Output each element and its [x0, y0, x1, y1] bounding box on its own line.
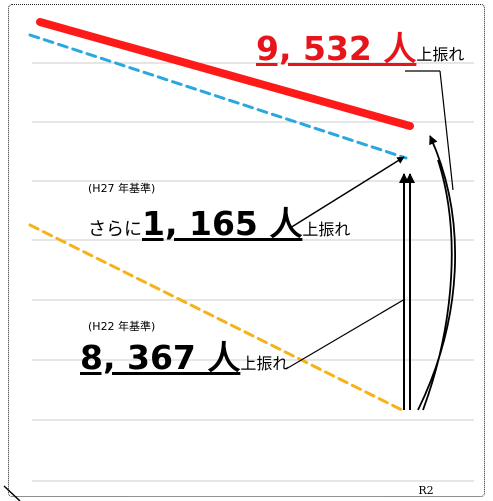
middle-value: 1, 165 人	[142, 204, 303, 243]
bottom-leader	[285, 298, 406, 370]
middle-arrow	[289, 156, 405, 229]
curved-arrow-outer	[417, 135, 457, 411]
chart-frame	[8, 4, 485, 497]
middle-prefix: さらに	[88, 219, 142, 240]
top-suffix: 上振れ	[416, 45, 465, 64]
series-lines	[28, 18, 414, 414]
bottom-annotation: 8, 367 人上振れ	[80, 341, 288, 374]
top-leader-vertical	[439, 70, 454, 191]
curved-arrow-inner	[422, 159, 453, 411]
bottom-suffix: 上振れ	[240, 354, 289, 373]
middle-basis: (H27 年基準)	[88, 182, 156, 195]
top-annotation: 9, 532 人上振れ	[256, 32, 464, 65]
series-line-3	[28, 223, 408, 414]
middle-suffix: 上振れ	[302, 220, 351, 239]
middle-annotation: さらに1, 165 人上振れ	[88, 207, 350, 240]
x-tick-label: R2	[418, 484, 433, 497]
annotation-connectors	[3, 70, 457, 501]
corner-mark	[3, 485, 21, 501]
series-line-2	[28, 33, 408, 160]
bottom-value: 8, 367 人	[80, 338, 241, 377]
bottom-basis: (H22 年基準)	[88, 320, 156, 333]
series-line-1	[36, 18, 414, 130]
top-value: 9, 532 人	[256, 29, 417, 68]
